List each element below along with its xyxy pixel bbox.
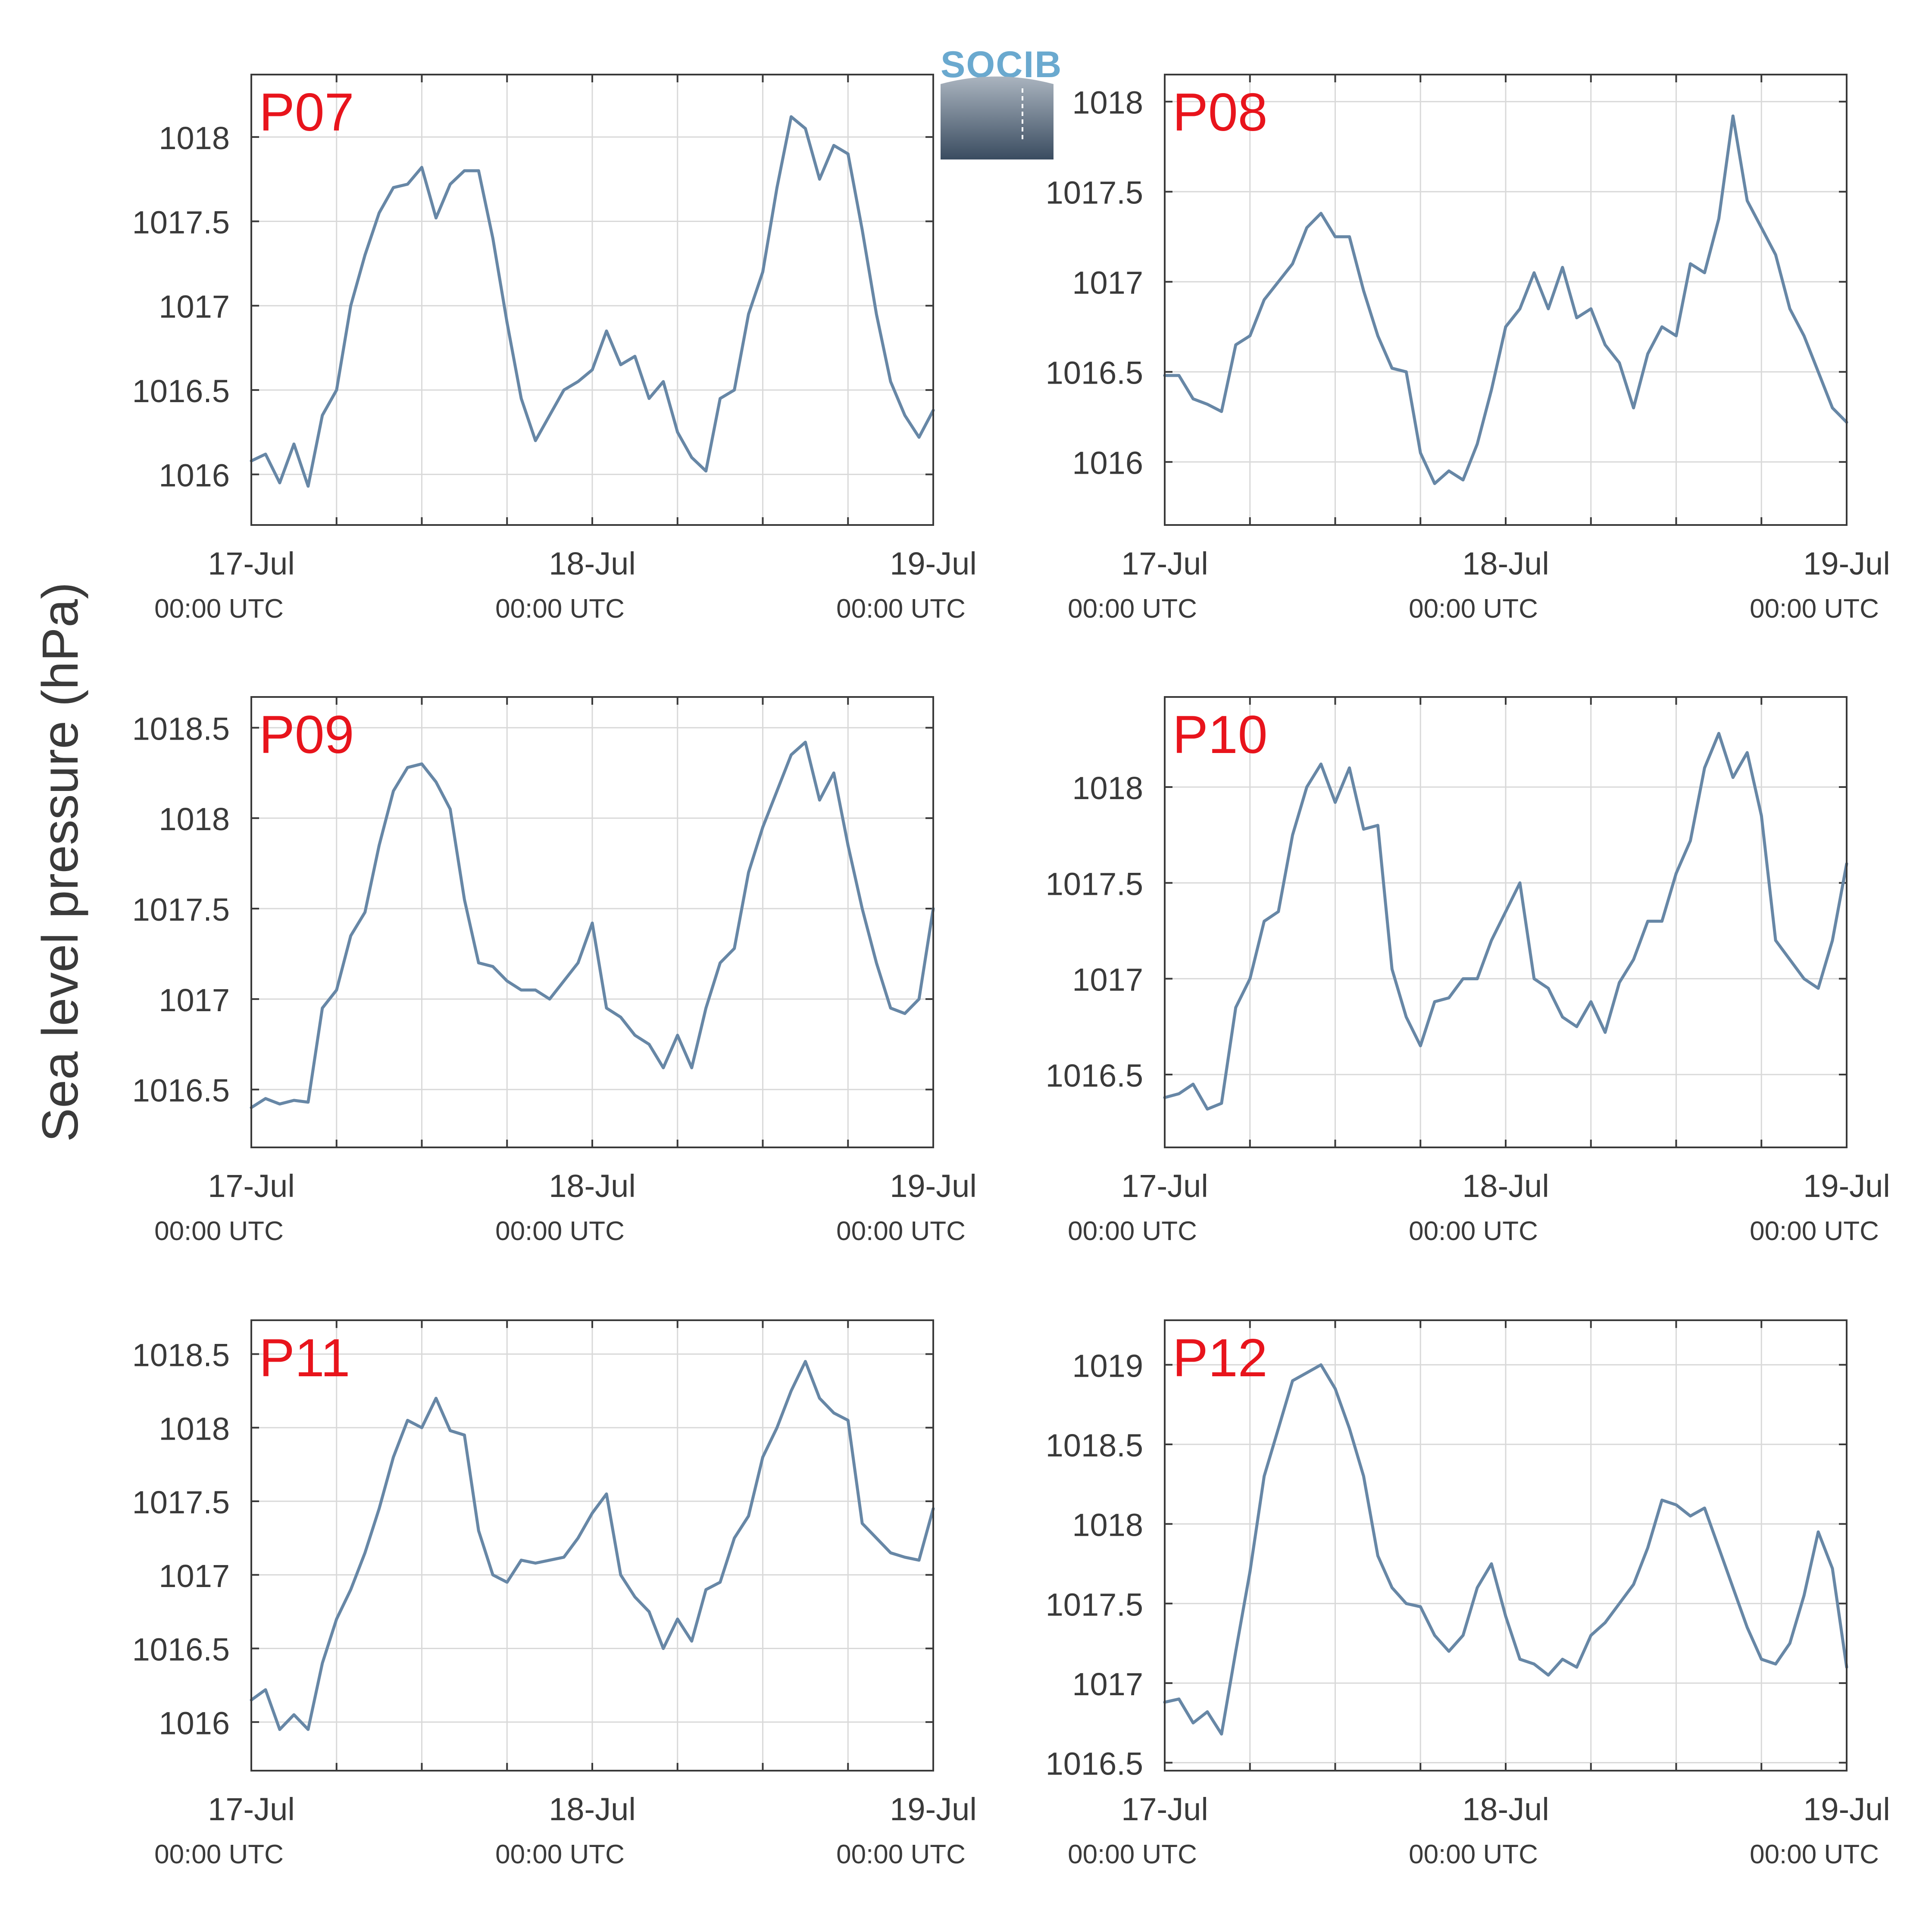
chart-panel-p08: 1016 1016.5 1017 1017.5 1018 17-Jul 00:00 UTC 1… [1046, 74, 1890, 624]
y-tick-label: 1017.5 [132, 205, 230, 241]
y-tick-label: 1016.5 [1046, 1058, 1143, 1094]
x-tick-label: 18-Jul [549, 1791, 636, 1827]
y-tick-label: 1016 [1072, 445, 1143, 481]
y-tick-label: 1017.5 [1046, 1587, 1143, 1622]
chart-panel-p12: 1016.5 1017 1017.5 1018 1018.5 1019 17-Jul 00:0… [1046, 1319, 1890, 1869]
x-tick-label: 17-Jul [208, 1168, 295, 1204]
x-tick-sublabel: 00:00 UTC [836, 1216, 966, 1246]
x-tick-label: 18-Jul [549, 1168, 636, 1204]
plot-frame [250, 74, 934, 526]
y-tick-label: 1016.5 [1046, 1746, 1143, 1782]
y-tick-label: 1018 [159, 1411, 230, 1447]
x-tick-label: 19-Jul [1803, 1791, 1890, 1827]
x-tick-sublabel: 00:00 UTC [1750, 594, 1879, 624]
plot-frame [250, 696, 934, 1148]
chart-panel-p10: 1016.5 1017 1017.5 1018 17-Jul 00:00 UTC 18-Ju… [1046, 696, 1890, 1246]
x-tick-label: 18-Jul [1462, 1168, 1549, 1204]
plot-frame [250, 1319, 934, 1772]
x-tick-sublabel: 00:00 UTC [1068, 1840, 1197, 1869]
y-tick-label: 1017.5 [132, 1484, 230, 1520]
y-tick-label: 1016.5 [132, 1073, 230, 1109]
y-tick-label: 1017 [159, 1558, 230, 1594]
y-tick-label: 1017 [159, 982, 230, 1018]
y-axis-label: Sea level pressure (hPa) [32, 582, 89, 1142]
y-tick-label: 1017.5 [1046, 175, 1143, 211]
x-tick-label: 18-Jul [549, 546, 636, 581]
y-tick-label: 1016 [159, 1705, 230, 1741]
y-tick-label: 1016.5 [1046, 355, 1143, 391]
chart-panel-p07: 1016 1016.5 1017 1017.5 1018 17-Jul 00:00 UTC 1… [132, 74, 977, 624]
series-line-p07 [250, 115, 935, 488]
series-line-p11 [250, 1360, 935, 1731]
x-tick-sublabel: 00:00 UTC [1068, 1216, 1197, 1246]
x-tick-sublabel: 00:00 UTC [1409, 1216, 1538, 1246]
socib-logo: SOCIB [941, 45, 1061, 162]
y-tick-label: 1018.5 [132, 711, 230, 747]
y-tick-label: 1016.5 [132, 373, 230, 409]
y-tick-label: 1018 [1072, 85, 1143, 121]
x-tick-label: 17-Jul [208, 1791, 295, 1827]
panel-label: P10 [1172, 705, 1268, 765]
x-tick-sublabel: 00:00 UTC [154, 594, 284, 624]
y-tick-label: 1017 [1072, 265, 1143, 301]
series-line-p08 [1163, 114, 1848, 485]
plot-frame [1164, 74, 1848, 526]
x-tick-sublabel: 00:00 UTC [495, 1840, 625, 1869]
y-tick-label: 1018 [1072, 770, 1143, 806]
x-tick-sublabel: 00:00 UTC [1750, 1840, 1879, 1869]
y-tick-label: 1017 [1072, 1666, 1143, 1702]
y-tick-label: 1016.5 [132, 1632, 230, 1668]
y-tick-label: 1017.5 [132, 892, 230, 928]
panel-label: P07 [259, 83, 354, 142]
x-tick-label: 19-Jul [890, 1791, 977, 1827]
x-tick-sublabel: 00:00 UTC [495, 594, 625, 624]
y-tick-label: 1019 [1072, 1348, 1143, 1384]
series-line-p12 [1163, 1363, 1848, 1736]
x-tick-sublabel: 00:00 UTC [154, 1840, 284, 1869]
y-tick-label: 1017 [159, 289, 230, 325]
y-tick-label: 1018 [159, 801, 230, 837]
x-tick-label: 19-Jul [1803, 1168, 1890, 1204]
x-tick-label: 17-Jul [1121, 546, 1208, 581]
y-tick-label: 1017 [1072, 962, 1143, 998]
panel-label: P12 [1172, 1328, 1268, 1388]
y-axis-label-container: Sea level pressure (hPa) [17, 560, 103, 1164]
panel-label: P08 [1172, 83, 1268, 142]
x-tick-sublabel: 00:00 UTC [1409, 1840, 1538, 1869]
x-tick-label: 19-Jul [890, 1168, 977, 1204]
x-tick-label: 17-Jul [1121, 1168, 1208, 1204]
x-tick-sublabel: 00:00 UTC [836, 594, 966, 624]
x-tick-label: 18-Jul [1462, 546, 1549, 581]
x-tick-sublabel: 00:00 UTC [1068, 594, 1197, 624]
series-line-p09 [250, 741, 935, 1109]
x-tick-sublabel: 00:00 UTC [154, 1216, 284, 1246]
x-tick-sublabel: 00:00 UTC [495, 1216, 625, 1246]
y-tick-label: 1018 [1072, 1507, 1143, 1543]
x-tick-sublabel: 00:00 UTC [836, 1840, 966, 1869]
x-tick-label: 17-Jul [208, 546, 295, 581]
y-tick-label: 1018 [159, 120, 230, 156]
y-tick-label: 1018.5 [1046, 1428, 1143, 1463]
socib-logo-graphic [941, 76, 1054, 159]
plot-frame [1164, 696, 1848, 1148]
series-line-p10 [1163, 732, 1848, 1111]
chart-panel-p09: 1016.5 1017 1017.5 1018 1018.5 17-Jul 00:00 UT… [132, 696, 977, 1246]
chart-panel-p11: 1016 1016.5 1017 1017.5 1018 1018.5 17-Jul 00:0… [132, 1319, 977, 1869]
y-tick-label: 1017.5 [1046, 866, 1143, 902]
x-tick-label: 19-Jul [1803, 546, 1890, 581]
x-tick-sublabel: 00:00 UTC [1409, 594, 1538, 624]
x-tick-label: 17-Jul [1121, 1791, 1208, 1827]
panel-label: P09 [259, 705, 354, 765]
panel-label: P11 [259, 1328, 350, 1388]
x-tick-sublabel: 00:00 UTC [1750, 1216, 1879, 1246]
x-tick-label: 19-Jul [890, 546, 977, 581]
x-tick-label: 18-Jul [1462, 1791, 1549, 1827]
y-tick-label: 1016 [159, 458, 230, 494]
y-tick-label: 1018.5 [132, 1337, 230, 1373]
plot-frame [1164, 1319, 1848, 1772]
